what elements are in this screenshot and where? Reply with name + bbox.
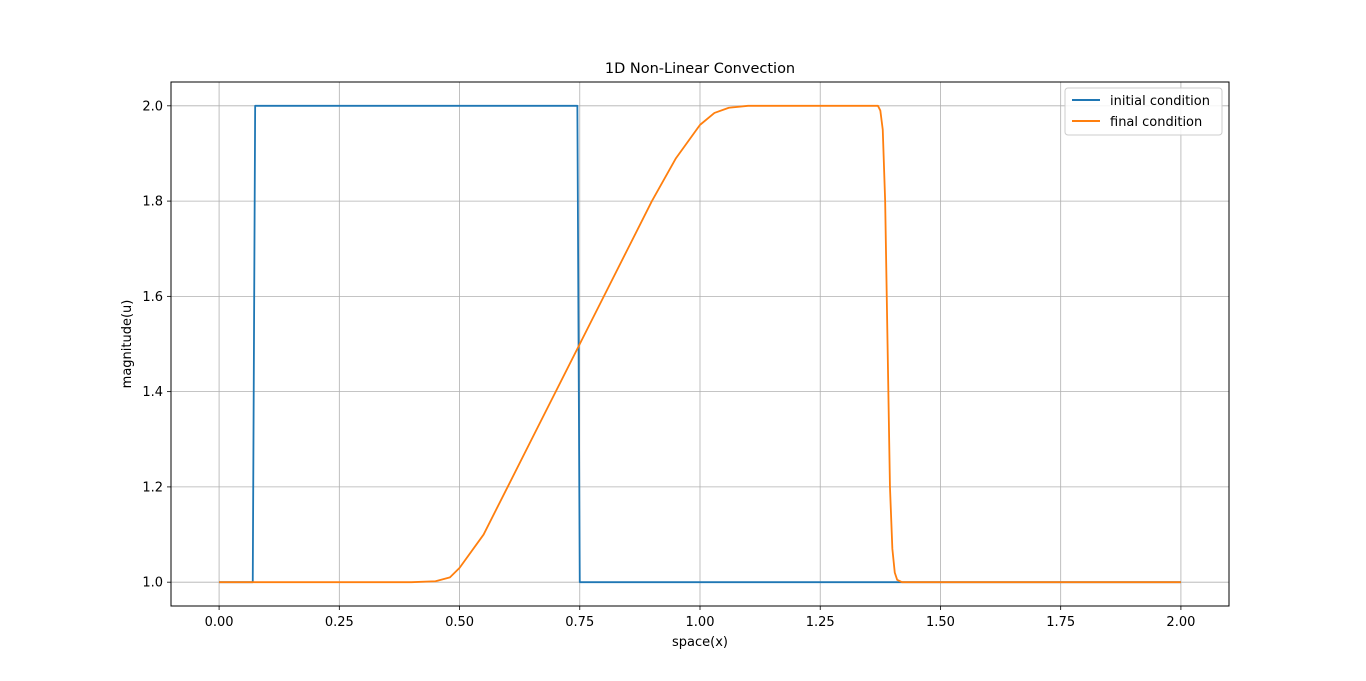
legend-box	[1064, 87, 1223, 136]
axis-ticks: 0.00 0.25 0.50 0.75 1.00 1.25 1.50 1.75 2.00 1.0 1…	[142, 99, 1195, 630]
x-tick-label: 1.00	[686, 615, 715, 630]
chart-title: 1D Non-Linear Convection	[605, 61, 795, 77]
legend-label-initial-condition: initial condition	[1110, 94, 1210, 109]
x-tick-label: 1.25	[806, 615, 835, 630]
x-tick-label: 0.50	[445, 615, 474, 630]
x-tick-label: 0.75	[565, 615, 594, 630]
legend: initial condition final condition	[1064, 87, 1223, 136]
y-tick-label: 1.0	[142, 576, 163, 591]
y-tick-label: 1.6	[142, 290, 163, 305]
legend-label-final-condition: final condition	[1110, 115, 1202, 130]
y-axis-label: magnitude(u)	[120, 300, 135, 389]
y-tick-label: 1.4	[142, 385, 163, 400]
x-axis-label: space(x)	[672, 635, 728, 650]
series-line-final-condition	[219, 104, 1181, 584]
x-tick-label: 2.00	[1166, 615, 1195, 630]
y-tick-label: 1.8	[142, 195, 163, 210]
x-tick-label: 0.00	[205, 615, 234, 630]
x-tick-label: 0.25	[325, 615, 354, 630]
y-tick-label: 2.0	[142, 99, 163, 114]
y-tick-label: 1.2	[142, 480, 163, 495]
series-lines	[219, 104, 1181, 584]
x-tick-label: 1.50	[926, 615, 955, 630]
x-tick-label: 1.75	[1046, 615, 1075, 630]
